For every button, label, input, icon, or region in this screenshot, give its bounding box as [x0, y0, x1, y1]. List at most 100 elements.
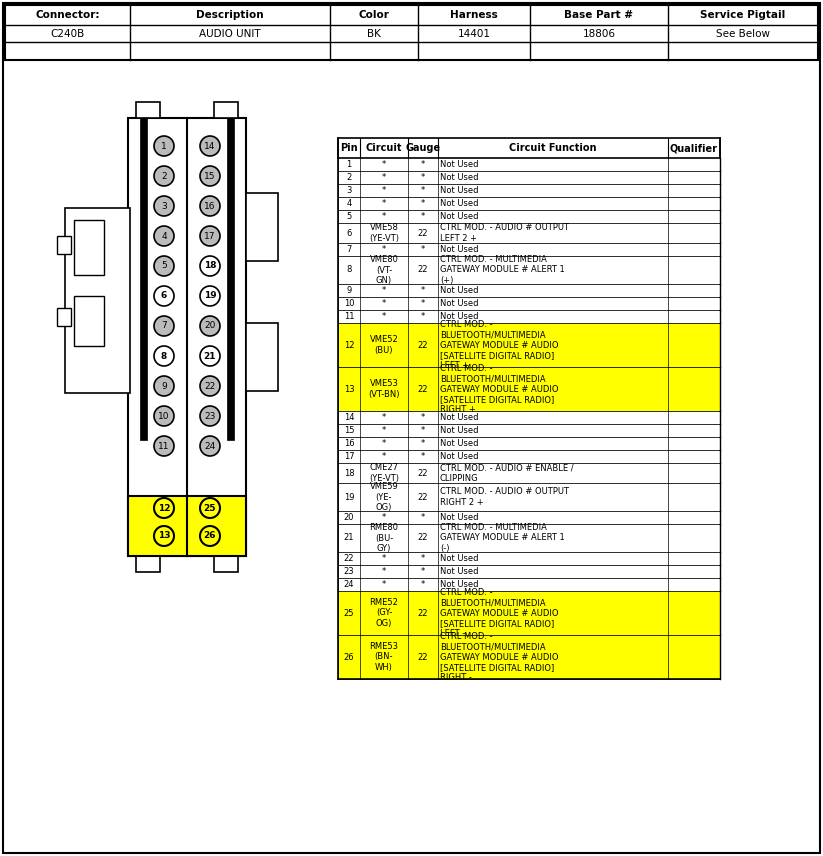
- Circle shape: [154, 376, 174, 396]
- Bar: [57, 236, 71, 254]
- Bar: [136, 102, 160, 118]
- Text: 22: 22: [418, 492, 428, 502]
- Circle shape: [200, 166, 220, 186]
- Text: CTRL MOD. -
BLUETOOTH/MULTIMEDIA
GATEWAY MODULE # AUDIO
[SATELLITE DIGITAL RADIO: CTRL MOD. - BLUETOOTH/MULTIMEDIA GATEWAY…: [440, 588, 559, 639]
- Bar: [338, 256, 720, 284]
- Bar: [338, 184, 720, 197]
- Text: Not Used: Not Used: [440, 286, 478, 295]
- Bar: [5, 5, 818, 60]
- Text: RME52
(GY-
OG): RME52 (GY- OG): [370, 598, 398, 628]
- Text: 19: 19: [203, 292, 216, 300]
- Text: Not Used: Not Used: [440, 452, 478, 461]
- Text: 11: 11: [344, 312, 354, 321]
- Text: 22: 22: [418, 533, 428, 543]
- Text: Gauge: Gauge: [406, 143, 440, 153]
- Bar: [338, 450, 720, 463]
- Bar: [338, 424, 720, 437]
- Bar: [128, 496, 246, 556]
- Circle shape: [200, 346, 220, 366]
- Text: Qualifier: Qualifier: [670, 143, 718, 153]
- Text: *: *: [421, 567, 425, 576]
- Text: 4: 4: [161, 231, 167, 241]
- Text: CTRL MOD. - MULTIMEDIA
GATEWAY MODULE # ALERT 1
(+): CTRL MOD. - MULTIMEDIA GATEWAY MODULE # …: [440, 255, 565, 285]
- Circle shape: [200, 316, 220, 336]
- Text: Not Used: Not Used: [440, 173, 478, 182]
- Text: 22: 22: [204, 382, 216, 390]
- Text: VME59
(YE-
OG): VME59 (YE- OG): [370, 482, 398, 512]
- Text: 22: 22: [418, 468, 428, 478]
- Text: Circuit: Circuit: [365, 143, 402, 153]
- Text: Not Used: Not Used: [440, 199, 478, 208]
- Text: *: *: [421, 199, 425, 208]
- Text: *: *: [421, 413, 425, 422]
- Text: See Below: See Below: [716, 28, 770, 39]
- Text: 12: 12: [158, 503, 170, 513]
- Text: Color: Color: [359, 10, 389, 20]
- Text: *: *: [421, 212, 425, 221]
- Text: 9: 9: [346, 286, 351, 295]
- Text: Not Used: Not Used: [440, 554, 478, 563]
- Text: 26: 26: [204, 532, 216, 540]
- Text: Not Used: Not Used: [440, 312, 478, 321]
- Bar: [338, 284, 720, 297]
- Text: 22: 22: [418, 341, 428, 349]
- Bar: [338, 310, 720, 323]
- Text: 1: 1: [161, 141, 167, 151]
- Text: Not Used: Not Used: [440, 426, 478, 435]
- Bar: [338, 578, 720, 591]
- Text: CTRL MOD. -
BLUETOOTH/MULTIMEDIA
GATEWAY MODULE # AUDIO
[SATELLITE DIGITAL RADIO: CTRL MOD. - BLUETOOTH/MULTIMEDIA GATEWAY…: [440, 632, 559, 682]
- Text: *: *: [421, 426, 425, 435]
- Text: *: *: [421, 160, 425, 169]
- Text: Base Part #: Base Part #: [565, 10, 634, 20]
- Text: 17: 17: [344, 452, 355, 461]
- Circle shape: [154, 226, 174, 246]
- Text: 22: 22: [418, 265, 428, 275]
- Bar: [338, 463, 720, 483]
- Text: 6: 6: [160, 292, 167, 300]
- Text: Not Used: Not Used: [440, 413, 478, 422]
- Text: *: *: [421, 245, 425, 254]
- Text: Not Used: Not Used: [440, 186, 478, 195]
- Bar: [214, 102, 238, 118]
- Text: 22: 22: [418, 652, 428, 662]
- Text: *: *: [421, 286, 425, 295]
- Text: RME80
(BU-
GY): RME80 (BU- GY): [370, 523, 398, 553]
- Text: Not Used: Not Used: [440, 299, 478, 308]
- Bar: [338, 210, 720, 223]
- Text: 15: 15: [344, 426, 354, 435]
- Circle shape: [200, 286, 220, 306]
- Bar: [227, 118, 234, 440]
- Text: *: *: [382, 173, 386, 182]
- Text: CTRL MOD. - MULTIMEDIA
GATEWAY MODULE # ALERT 1
(-): CTRL MOD. - MULTIMEDIA GATEWAY MODULE # …: [440, 523, 565, 553]
- Circle shape: [154, 136, 174, 156]
- Text: *: *: [382, 312, 386, 321]
- Text: *: *: [421, 513, 425, 522]
- Text: Not Used: Not Used: [440, 245, 478, 254]
- Circle shape: [200, 226, 220, 246]
- Text: 13: 13: [344, 384, 355, 394]
- Text: *: *: [421, 580, 425, 589]
- Text: *: *: [382, 567, 386, 576]
- Bar: [338, 635, 720, 679]
- Text: 8: 8: [346, 265, 351, 275]
- Circle shape: [154, 526, 174, 546]
- Text: Harness: Harness: [450, 10, 498, 20]
- Bar: [338, 197, 720, 210]
- Circle shape: [154, 406, 174, 426]
- Text: 12: 12: [344, 341, 354, 349]
- Text: *: *: [421, 452, 425, 461]
- Text: 5: 5: [346, 212, 351, 221]
- Text: CTRL MOD. - AUDIO # OUTPUT
LEFT 2 +: CTRL MOD. - AUDIO # OUTPUT LEFT 2 +: [440, 223, 569, 243]
- Text: 18: 18: [204, 261, 216, 270]
- Text: 22: 22: [344, 554, 354, 563]
- Bar: [140, 118, 147, 440]
- Text: 4: 4: [346, 199, 351, 208]
- Text: Description: Description: [197, 10, 264, 20]
- Text: *: *: [421, 186, 425, 195]
- Text: 14401: 14401: [458, 28, 491, 39]
- Text: 24: 24: [344, 580, 354, 589]
- Text: *: *: [382, 299, 386, 308]
- Text: 5: 5: [161, 261, 167, 270]
- Bar: [338, 552, 720, 565]
- Text: Circuit Function: Circuit Function: [509, 143, 597, 153]
